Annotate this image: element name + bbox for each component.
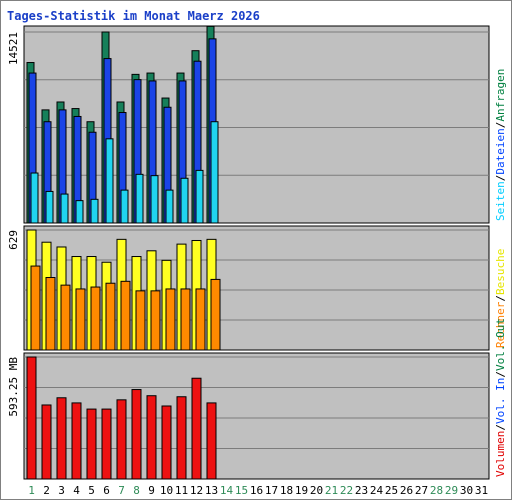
x-tick-label: 31 [475,484,488,497]
series-legend-label: Seiten/Dateien/Anfragen [494,69,507,221]
chart-panels: 14521Seiten/Dateien/Anfragen629Rechner/B… [7,25,507,480]
bar-seiten [165,189,174,224]
bar-rechner [195,288,206,351]
bar-rechner [120,280,131,351]
legend-entry: Seiten [494,181,507,221]
legend-entry: Dateien [494,128,507,174]
bar-volumen [71,402,82,480]
x-tick-label: 17 [265,484,278,497]
bar-volumen [101,408,112,480]
bar-rechner [30,265,41,351]
panel-2: 629 Rechner/Besuche [7,225,507,351]
x-tick-label: 19 [295,484,308,497]
bar-rechner [90,286,101,351]
x-tick-label: 11 [175,484,188,497]
bar-seiten [150,175,159,224]
series-legend-label: Volumen/Vol. In/Vol. Out [494,318,507,477]
legend-entry: Vol. In [494,378,507,424]
series-legend-label: Rechner/Besuche [494,249,507,348]
bar-volumen [26,356,37,480]
x-tick-label: 14 [220,484,234,497]
x-tick-label: 24 [370,484,384,497]
legend-entry: Besuche [494,249,507,295]
bar-rechner [135,290,146,351]
y-axis-max-label: 14521 [7,32,20,65]
bar-volumen [41,404,52,480]
bar-volumen [206,402,217,480]
x-tick-label: 20 [310,484,323,497]
x-tick-label: 5 [88,484,95,497]
bar-rechner [165,288,176,351]
x-tick-label: 27 [415,484,428,497]
legend-entry: Anfragen [494,69,507,122]
bar-rechner [150,290,161,351]
x-tick-label: 8 [133,484,140,497]
x-tick-label: 12 [190,484,203,497]
bar-seiten [135,173,144,224]
x-tick-label: 23 [355,484,368,497]
bar-volumen [86,408,97,480]
x-tick-label: 29 [445,484,458,497]
x-tick-label: 16 [250,484,263,497]
bar-seiten [90,198,99,224]
bar-rechner [75,288,86,351]
x-tick-label: 4 [73,484,80,497]
y-axis-max-label: 593.25 MB [7,357,20,417]
x-tick-label: 25 [385,484,398,497]
legend-separator: / [494,371,507,378]
bar-volumen [176,396,187,480]
bar-seiten [60,193,69,224]
legend-entry: Volumen [494,431,507,477]
legend-separator: / [494,295,507,302]
x-tick-label: 1 [28,484,35,497]
legend-separator: / [494,175,507,182]
x-tick-label: 15 [235,484,248,497]
legend-entry: Vol. Out [494,318,507,371]
bar-volumen [161,405,172,480]
x-tick-label: 10 [160,484,173,497]
x-tick-label: 21 [325,484,338,497]
x-tick-label: 7 [118,484,125,497]
chart-title: Tages-Statistik im Monat Maerz 2026 [7,9,260,23]
y-axis-max-label: 629 [7,230,20,250]
bar-rechner [45,277,56,351]
bar-seiten [75,200,84,224]
x-tick-label: 2 [43,484,50,497]
legend-separator: / [494,122,507,129]
bar-seiten [180,177,189,224]
x-tick-label: 18 [280,484,293,497]
bar-seiten [105,138,114,224]
x-tick-label: 6 [103,484,110,497]
x-tick-label: 13 [205,484,218,497]
x-tick-label: 30 [460,484,473,497]
bar-volumen [56,397,67,480]
bar-seiten [210,121,219,224]
legend-entry: Rechner [494,301,507,348]
x-tick-label: 28 [430,484,443,497]
bar-volumen [146,395,157,480]
bar-rechner [210,278,221,351]
bar-rechner [180,288,191,351]
bar-volumen [191,377,202,480]
x-tick-label: 22 [340,484,353,497]
bar-rechner [105,282,116,351]
bar-volumen [116,399,127,480]
bar-seiten [30,172,39,224]
bar-volumen [131,389,142,480]
bar-seiten [120,189,129,224]
x-axis: 1 2 3 4 5 6 7 8 9 10 11 12 13 14 15 16 17 18 19 20 21 22 23 24 2… [28,484,488,497]
x-tick-label: 26 [400,484,413,497]
legend-separator: / [494,424,507,431]
bar-seiten [195,169,204,224]
bar-seiten [45,190,54,224]
x-tick-label: 9 [148,484,155,497]
x-tick-label: 3 [58,484,65,497]
bar-rechner [60,284,71,351]
